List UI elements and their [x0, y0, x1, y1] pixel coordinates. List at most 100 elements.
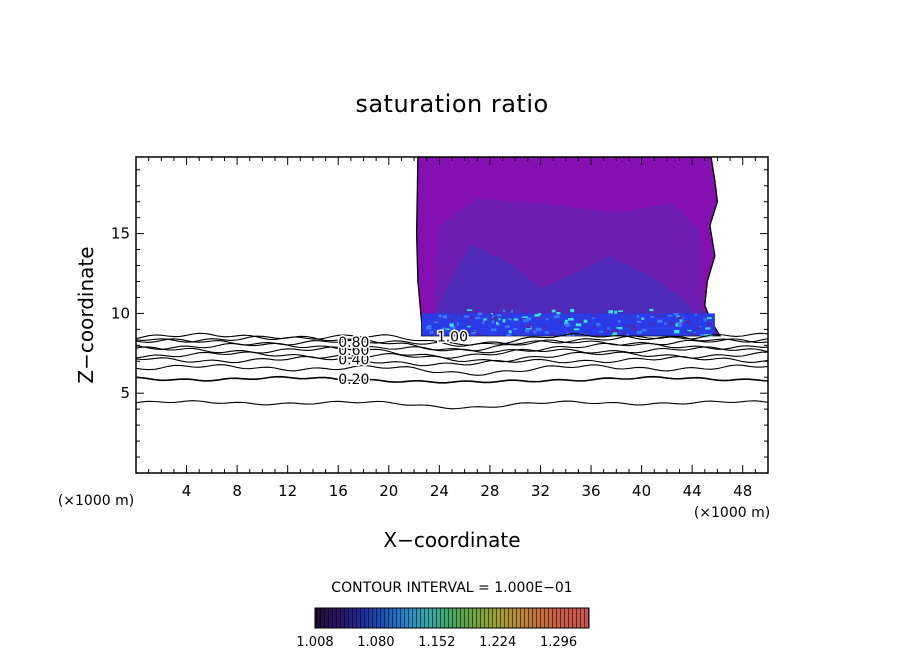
cloud-cell: [616, 327, 623, 330]
cloud-cell: [507, 318, 512, 321]
cloud-cell: [482, 320, 485, 325]
x-tick-label: 20: [379, 482, 398, 500]
cloud-cell: [502, 319, 506, 323]
cloud-cell: [454, 322, 458, 325]
cloud-cell: [489, 314, 493, 318]
cloud-cell: [633, 327, 639, 331]
cloud-cell: [513, 318, 519, 321]
contour-label: 0.60: [338, 343, 369, 359]
cloud-cell: [618, 310, 624, 312]
cloud-cell: [599, 331, 604, 333]
cloud-cell: [626, 333, 630, 336]
cloud-cell: [490, 312, 493, 315]
cloud-cell: [467, 322, 472, 324]
cloud-cell: [675, 323, 678, 327]
cloud-cell: [551, 309, 556, 313]
cloud-cell: [545, 318, 550, 321]
cloud-cell: [649, 308, 654, 312]
cloud-cell: [455, 333, 461, 337]
cloud-cell: [636, 330, 642, 335]
cloud-cell: [564, 323, 571, 327]
cloud-cell: [575, 323, 582, 327]
cloud-cell: [703, 318, 707, 322]
cloud-cell: [447, 318, 454, 322]
cloud-cell: [667, 311, 673, 314]
cloud-cell: [568, 318, 574, 321]
x-axis-ticks: 4 8 12 16 20 24 28 32 36 40 44 48: [148, 157, 756, 500]
cloud-cell: [427, 325, 432, 327]
cloud-cell: [612, 332, 618, 336]
cloud-cell: [636, 315, 640, 318]
cloud-cell: [683, 320, 687, 324]
cloud-cell: [461, 315, 464, 319]
cloud-cell: [498, 318, 501, 321]
cloud-cell: [455, 323, 459, 326]
cloud-cell: [526, 323, 533, 326]
cloud-cell: [566, 333, 572, 337]
cloud-cell: [534, 314, 540, 317]
x-unit-label-left: (×1000 m): [58, 493, 134, 509]
contour-lines: [136, 332, 768, 410]
cloud-cell: [450, 326, 456, 330]
cloud-cell: [700, 313, 704, 316]
cloud-cell: [641, 317, 645, 320]
x-tick-label: 44: [683, 482, 702, 500]
cloud-cell: [596, 322, 601, 327]
cloud-cell: [567, 311, 572, 315]
cloud-cell: [496, 323, 501, 326]
cloud-cell: [556, 312, 561, 315]
cloud-cell: [615, 328, 619, 332]
colorbar-stripes: [315, 608, 589, 628]
cloud-cell: [426, 326, 432, 330]
cloud-cell: [688, 322, 693, 325]
cloud-cell: [526, 317, 532, 321]
cloud-low-layer: [430, 244, 704, 327]
x-unit-label-right: (×1000 m): [694, 505, 770, 521]
cloud-cell: [679, 319, 683, 323]
cloud-cell: [510, 309, 513, 313]
cloud-cell: [614, 310, 618, 314]
cloud-cell: [676, 316, 683, 319]
cloud-cell: [573, 328, 580, 331]
contour-interval-label: CONTOUR INTERVAL = 1.000E−01: [331, 580, 572, 596]
cloud-cell: [617, 320, 621, 323]
cloud-cell: [483, 318, 487, 321]
cloud-cell: [677, 323, 683, 327]
cloud-cell: [506, 334, 512, 337]
cloud-cell: [621, 331, 626, 335]
colorbar-tick-label: 1.224: [479, 635, 516, 650]
cloud-cell: [544, 331, 550, 334]
cloud-cell: [438, 314, 442, 318]
cloud-cell: [508, 330, 512, 333]
cloud-cell: [611, 329, 617, 333]
cloud-cell: [707, 323, 712, 327]
cloud-cell: [467, 325, 471, 328]
cloud-cell: [475, 316, 481, 320]
cloud-cell: [523, 319, 529, 322]
cloud-cell: [502, 309, 506, 313]
x-axis-title: X−coordinate: [383, 528, 520, 552]
cloud-cell: [463, 331, 469, 335]
cloud-cell: [471, 330, 476, 333]
cloud-cell: [695, 326, 701, 330]
cloud-cell: [453, 314, 458, 318]
cloud-cell: [649, 323, 655, 325]
cloud-cell: [491, 320, 495, 324]
cloud-cell: [657, 319, 663, 323]
cloud-cell: [641, 328, 647, 332]
contour-line: [136, 400, 768, 410]
cloud-cell: [593, 325, 596, 328]
cloud-cell: [433, 321, 438, 324]
cloud-cell: [685, 320, 691, 324]
cloud-cell: [673, 313, 679, 316]
cloud-cell: [526, 328, 532, 331]
cloud-cell: [456, 321, 459, 325]
y-tick-label: 15: [111, 225, 130, 243]
contour-line: [136, 346, 768, 359]
cloud-cell: [535, 311, 541, 314]
colorbar: 1.008 1.080 1.152 1.224 1.296: [296, 607, 590, 650]
cloud-cell: [506, 314, 509, 317]
x-tick-label: 48: [733, 482, 752, 500]
